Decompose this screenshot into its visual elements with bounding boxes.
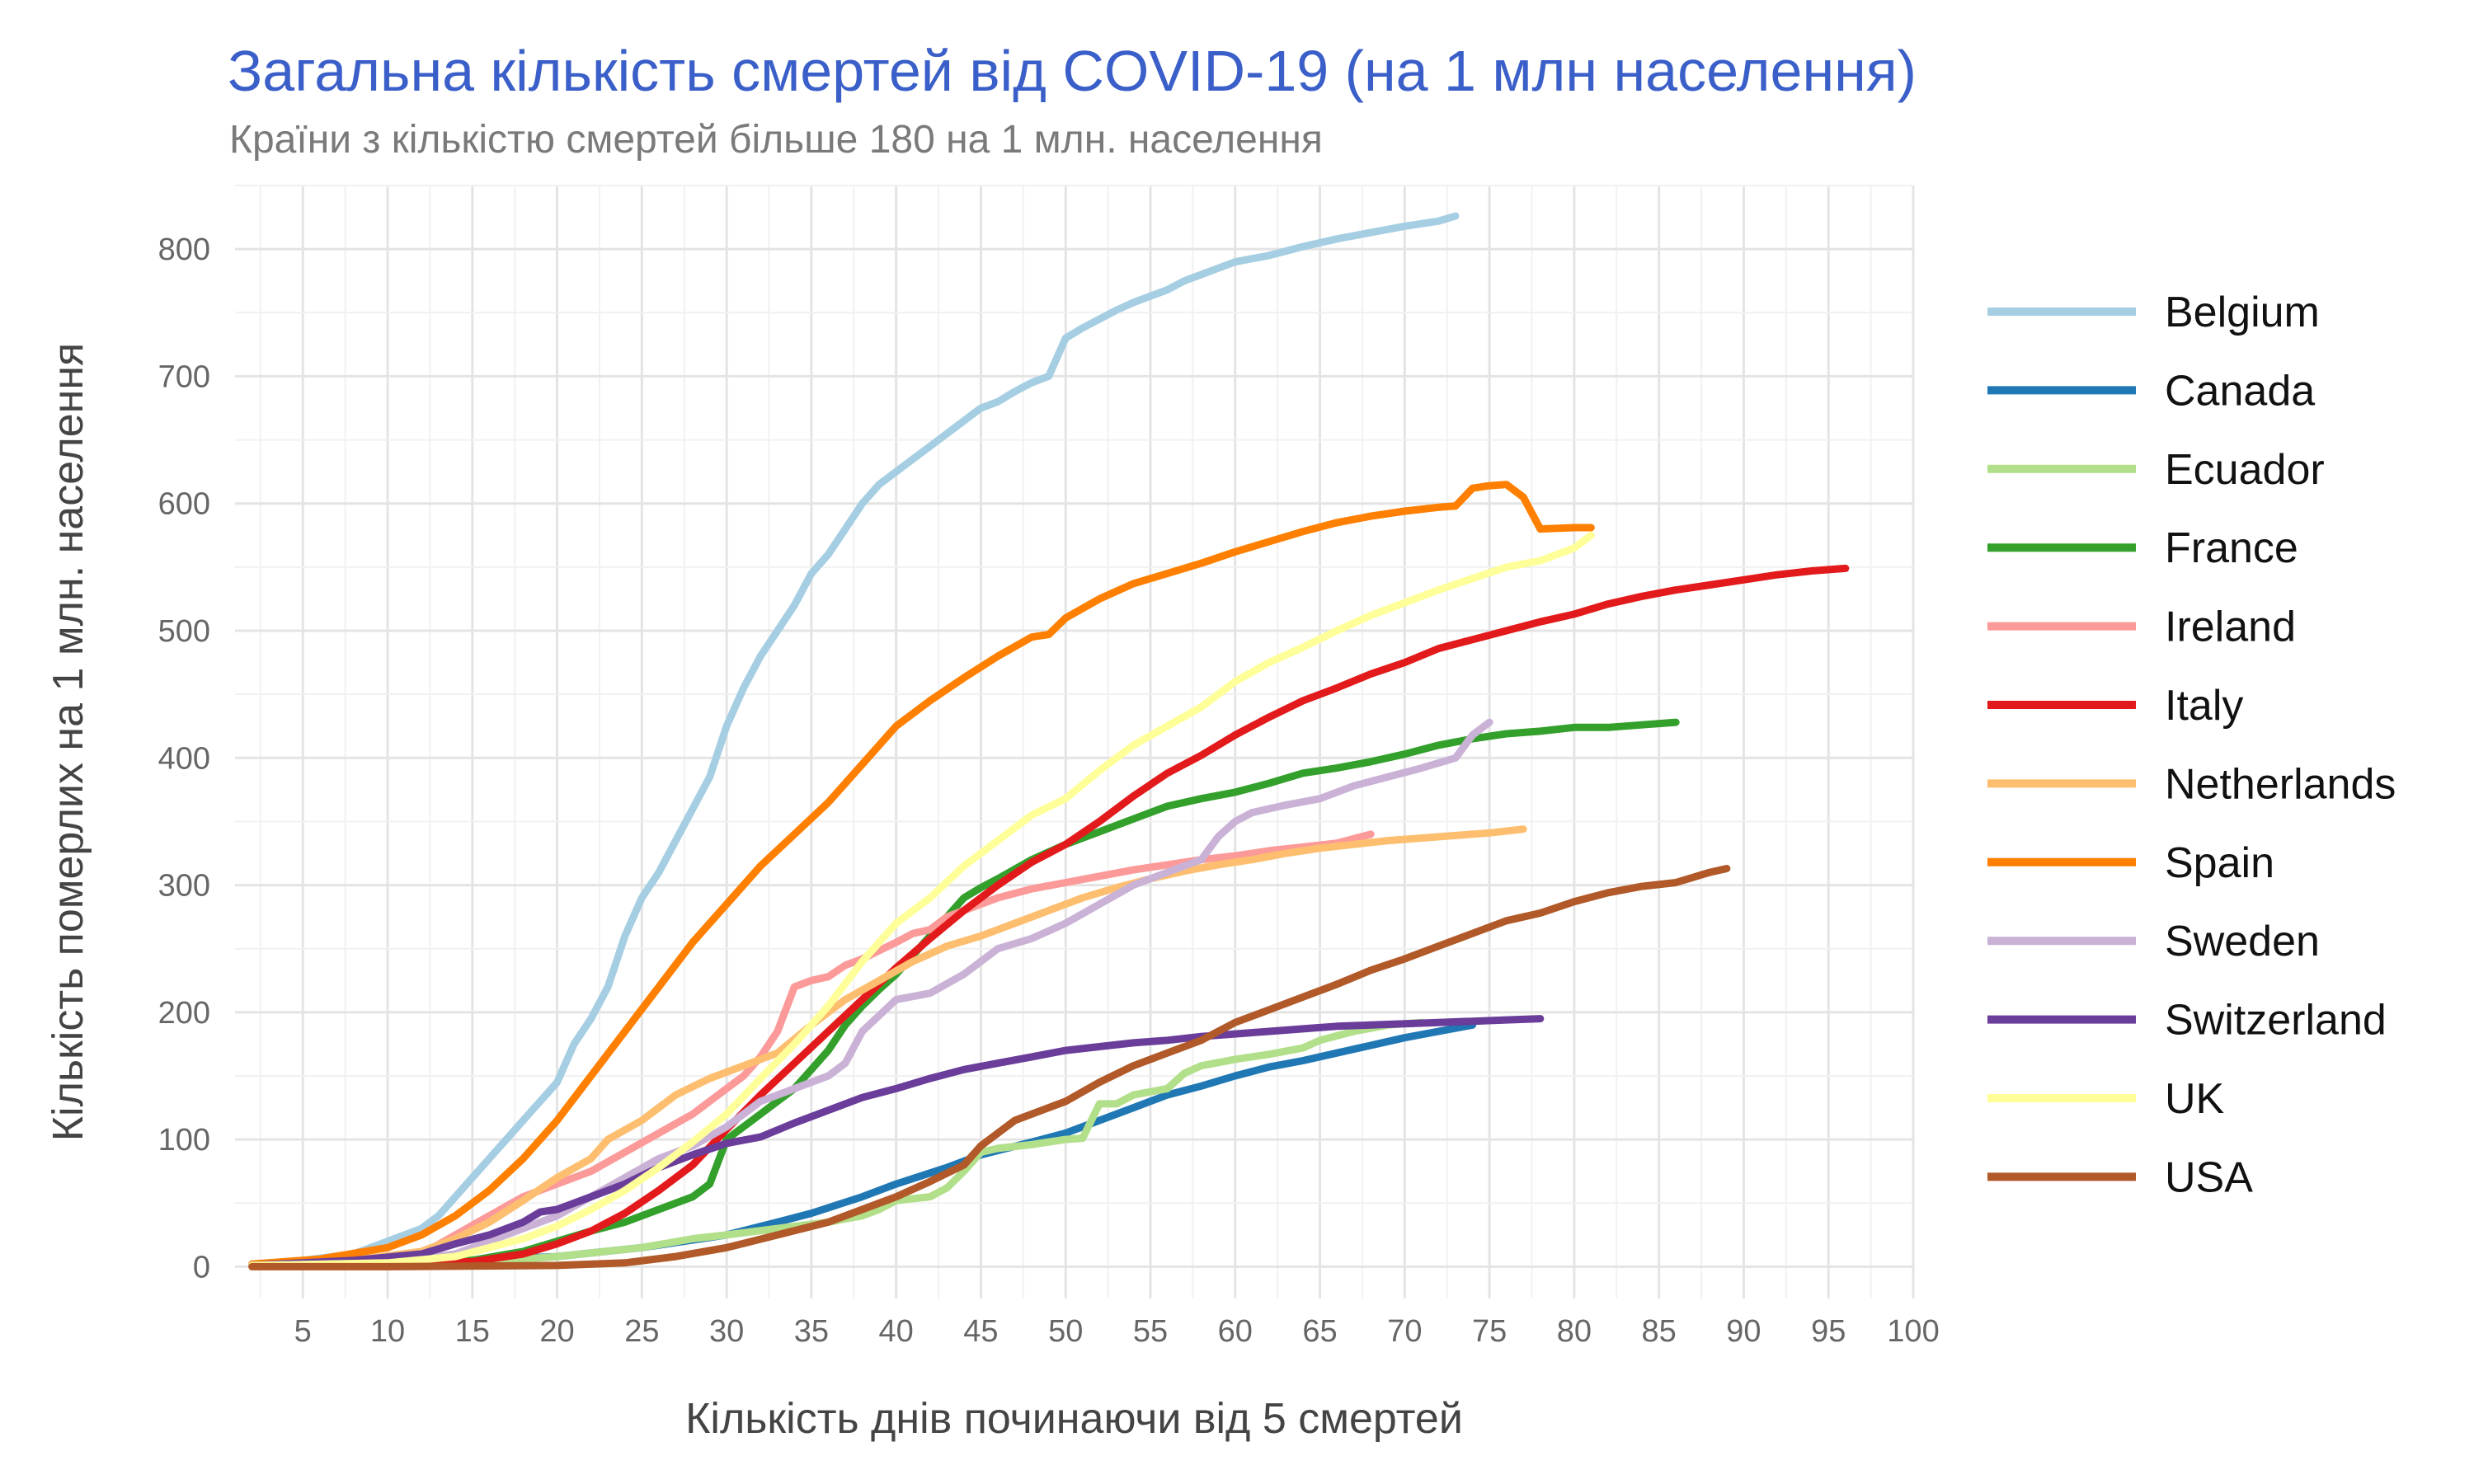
x-tick-label: 40 bbox=[879, 1314, 914, 1349]
x-axis-title: Кількість днів починаючи від 5 смертей bbox=[685, 1395, 1463, 1443]
x-tick-label: 30 bbox=[709, 1314, 744, 1349]
y-tick-label: 700 bbox=[158, 359, 210, 394]
series-line-uk bbox=[248, 531, 1595, 1270]
series-line-italy bbox=[248, 564, 1850, 1270]
series-line-ecuador bbox=[248, 1018, 1426, 1270]
x-tick-label: 20 bbox=[539, 1314, 574, 1349]
y-axis-title: Кількість померлих на 1 млн. населення bbox=[45, 343, 92, 1142]
chart-subtitle: Країни з кількістю смертей більше 180 на… bbox=[229, 118, 1323, 162]
y-tick-label: 400 bbox=[158, 741, 210, 776]
legend-label-italy: Italy bbox=[2165, 682, 2243, 730]
y-tick-label: 200 bbox=[158, 996, 210, 1031]
y-tick-label: 100 bbox=[158, 1123, 210, 1158]
series-line-belgium bbox=[248, 212, 1460, 1268]
y-tick-label: 500 bbox=[158, 614, 210, 649]
legend-label-ecuador: Ecuador bbox=[2165, 446, 2325, 494]
series-line-spain bbox=[248, 481, 1595, 1268]
series-line-switzerland bbox=[248, 1015, 1545, 1270]
y-tick-label: 300 bbox=[158, 869, 210, 904]
chart-title: Загальна кількість смертей від COVID-19 … bbox=[228, 39, 1917, 103]
x-tick-label: 90 bbox=[1726, 1314, 1761, 1349]
x-tick-label: 65 bbox=[1302, 1314, 1337, 1349]
series-line-netherlands bbox=[248, 825, 1527, 1270]
legend-label-uk: UK bbox=[2165, 1075, 2225, 1123]
legend-label-canada: Canada bbox=[2165, 367, 2315, 415]
x-tick-label: 100 bbox=[1887, 1314, 1939, 1349]
x-tick-label: 25 bbox=[624, 1314, 659, 1349]
series-lines bbox=[248, 212, 1850, 1270]
x-tick-label: 70 bbox=[1387, 1314, 1422, 1349]
x-tick-label: 55 bbox=[1133, 1314, 1168, 1349]
tick-labels: 5 10 15 20 25 30 35 40 45 50 55 60 65 70 75 80 85 90 95 100… bbox=[158, 232, 1940, 1349]
x-tick-label: 85 bbox=[1642, 1314, 1677, 1349]
legend-label-ireland: Ireland bbox=[2165, 603, 2296, 651]
x-tick-label: 95 bbox=[1811, 1314, 1846, 1349]
x-tick-label: 50 bbox=[1048, 1314, 1083, 1349]
series-line-france bbox=[248, 718, 1680, 1270]
x-tick-label: 80 bbox=[1557, 1314, 1592, 1349]
legend-label-usa: USA bbox=[2165, 1153, 2253, 1201]
legend-label-belgium: Belgium bbox=[2165, 289, 2320, 336]
x-tick-label: 15 bbox=[455, 1314, 490, 1349]
legend-label-spain: Spain bbox=[2165, 839, 2274, 887]
series-line-usa bbox=[248, 865, 1731, 1270]
y-tick-label: 600 bbox=[158, 487, 210, 522]
legend-label-france: France bbox=[2165, 524, 2298, 572]
x-tick-label: 45 bbox=[963, 1314, 998, 1349]
legend-label-switzerland: Switzerland bbox=[2165, 997, 2387, 1045]
series-line-ireland bbox=[248, 830, 1375, 1270]
legend: Belgium Canada Ecuador France Ireland Italy Ne… bbox=[1987, 289, 2396, 1201]
grid bbox=[235, 185, 1915, 1298]
x-tick-label: 75 bbox=[1472, 1314, 1507, 1349]
x-tick-label: 35 bbox=[794, 1314, 829, 1349]
legend-label-sweden: Sweden bbox=[2165, 918, 2320, 965]
x-tick-label: 10 bbox=[370, 1314, 405, 1349]
y-tick-label: 0 bbox=[193, 1250, 210, 1284]
x-tick-label: 60 bbox=[1218, 1314, 1253, 1349]
y-tick-label: 800 bbox=[158, 232, 210, 267]
x-tick-label: 5 bbox=[294, 1314, 312, 1349]
legend-label-netherlands: Netherlands bbox=[2165, 760, 2396, 808]
